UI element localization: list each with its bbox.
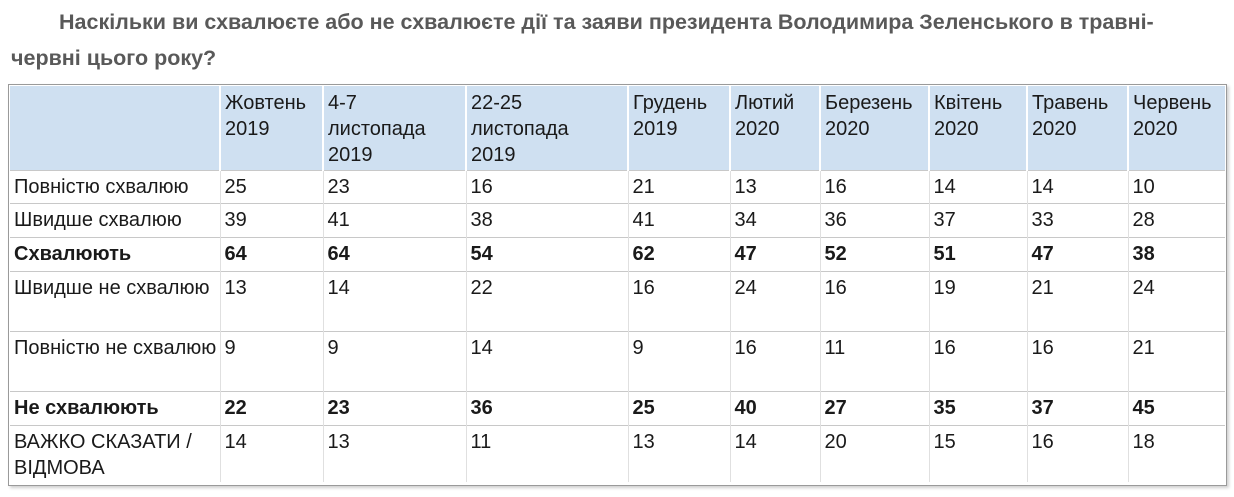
table-cell: 38 bbox=[1128, 236, 1225, 271]
table-cell: 40 bbox=[730, 390, 821, 425]
table-cell: 16 bbox=[730, 330, 821, 391]
table-row-total: Не схвалюють 22 23 36 25 40 27 35 37 45 bbox=[10, 390, 1225, 425]
column-header: 22-25 листопада 2019 bbox=[466, 86, 629, 170]
table-cell: 35 bbox=[929, 390, 1028, 425]
table-cell: 37 bbox=[1027, 390, 1129, 425]
table-cell: 21 bbox=[628, 169, 731, 203]
table-cell: 64 bbox=[220, 236, 324, 271]
table-cell: 41 bbox=[628, 202, 731, 237]
column-header: Жовтень 2019 bbox=[220, 86, 324, 170]
table-cell: 16 bbox=[628, 270, 731, 331]
row-label: Схвалюють bbox=[10, 236, 221, 271]
table-cell: 16 bbox=[820, 270, 930, 331]
table-cell: 39 bbox=[220, 202, 324, 237]
table-cell: 38 bbox=[466, 202, 629, 237]
table-cell: 19 bbox=[929, 270, 1028, 331]
table-frame bbox=[8, 84, 1227, 486]
table-cell: 20 bbox=[820, 424, 930, 482]
table-cell: 14 bbox=[1027, 169, 1129, 203]
column-header: Лютий 2020 bbox=[730, 86, 821, 170]
row-label: Повністю схвалюю bbox=[10, 169, 221, 203]
table-cell: 16 bbox=[466, 169, 629, 203]
table-cell: 52 bbox=[820, 236, 930, 271]
table-cell: 24 bbox=[1128, 270, 1225, 331]
row-label: Швидше не схвалюю bbox=[10, 270, 221, 331]
table-cell: 47 bbox=[730, 236, 821, 271]
table-row: ВАЖКО СКАЗАТИ / ВІДМОВА 14 13 11 13 14 2… bbox=[10, 424, 1225, 482]
table-cell: 34 bbox=[730, 202, 821, 237]
table-cell: 16 bbox=[1027, 424, 1129, 482]
table-cell: 9 bbox=[220, 330, 324, 391]
table-cell: 36 bbox=[820, 202, 930, 237]
table-cell: 45 bbox=[1128, 390, 1225, 425]
row-label: ВАЖКО СКАЗАТИ / ВІДМОВА bbox=[10, 424, 221, 482]
table-cell: 21 bbox=[1027, 270, 1129, 331]
table-cell: 64 bbox=[323, 236, 467, 271]
table-cell: 25 bbox=[628, 390, 731, 425]
table-cell: 14 bbox=[323, 270, 467, 331]
row-label: Не схвалюють bbox=[10, 390, 221, 425]
row-label: Повністю не схвалюю bbox=[10, 330, 221, 391]
table-cell: 21 bbox=[1128, 330, 1225, 391]
table-cell: 28 bbox=[1128, 202, 1225, 237]
table-cell: 10 bbox=[1128, 169, 1225, 203]
table-cell: 62 bbox=[628, 236, 731, 271]
table-row: Швидше не схвалюю 13 14 22 16 24 16 19 2… bbox=[10, 270, 1225, 331]
table-cell: 16 bbox=[1027, 330, 1129, 391]
table-cell: 18 bbox=[1128, 424, 1225, 482]
table-cell: 23 bbox=[323, 390, 467, 425]
column-header: Червень 2020 bbox=[1128, 86, 1225, 170]
table-cell: 13 bbox=[730, 169, 821, 203]
table-cell: 11 bbox=[820, 330, 930, 391]
table-cell: 15 bbox=[929, 424, 1028, 482]
table-cell: 14 bbox=[929, 169, 1028, 203]
table-cell: 27 bbox=[820, 390, 930, 425]
table-cell: 36 bbox=[466, 390, 629, 425]
table-cell: 47 bbox=[1027, 236, 1129, 271]
table-cell: 14 bbox=[730, 424, 821, 482]
table-cell: 14 bbox=[466, 330, 629, 391]
table-cell: 14 bbox=[220, 424, 324, 482]
table-cell: 16 bbox=[929, 330, 1028, 391]
column-header: Травень 2020 bbox=[1027, 86, 1129, 170]
table-cell: 9 bbox=[323, 330, 467, 391]
table-cell: 23 bbox=[323, 169, 467, 203]
table-cell: 54 bbox=[466, 236, 629, 271]
table-row-total: Схвалюють 64 64 54 62 47 52 51 47 38 bbox=[10, 236, 1225, 271]
column-header: Грудень 2019 bbox=[628, 86, 731, 170]
poll-results-table: Жовтень 2019 4-7 листопада 2019 22-25 листоп… bbox=[10, 86, 1225, 482]
table-cell: 22 bbox=[220, 390, 324, 425]
row-label: Швидше схвалюю bbox=[10, 202, 221, 237]
question-title: Наскільки ви схвалюєте або не схвалюєте … bbox=[11, 10, 1154, 70]
table-cell: 51 bbox=[929, 236, 1028, 271]
column-header: Березень 2020 bbox=[820, 86, 930, 170]
column-header: Квітень 2020 bbox=[929, 86, 1028, 170]
corner-cell bbox=[10, 86, 221, 170]
table-cell: 22 bbox=[466, 270, 629, 331]
table-row: Швидше схвалюю 39 41 38 41 34 36 37 33 2… bbox=[10, 202, 1225, 237]
table-cell: 24 bbox=[730, 270, 821, 331]
table-cell: 11 bbox=[466, 424, 629, 482]
table-row: Повністю не схвалюю 9 9 14 9 16 11 16 16… bbox=[10, 330, 1225, 391]
table-cell: 13 bbox=[628, 424, 731, 482]
header-row: Жовтень 2019 4-7 листопада 2019 22-25 листоп… bbox=[10, 86, 1225, 170]
table-cell: 16 bbox=[820, 169, 930, 203]
table-cell: 41 bbox=[323, 202, 467, 237]
table-cell: 9 bbox=[628, 330, 731, 391]
table-cell: 33 bbox=[1027, 202, 1129, 237]
table-row: Повністю схвалюю 25 23 16 21 13 16 14 14… bbox=[10, 169, 1225, 203]
table-cell: 13 bbox=[220, 270, 324, 331]
table-cell: 37 bbox=[929, 202, 1028, 237]
column-header: 4-7 листопада 2019 bbox=[323, 86, 467, 170]
table-cell: 13 bbox=[323, 424, 467, 482]
table-cell: 25 bbox=[220, 169, 324, 203]
